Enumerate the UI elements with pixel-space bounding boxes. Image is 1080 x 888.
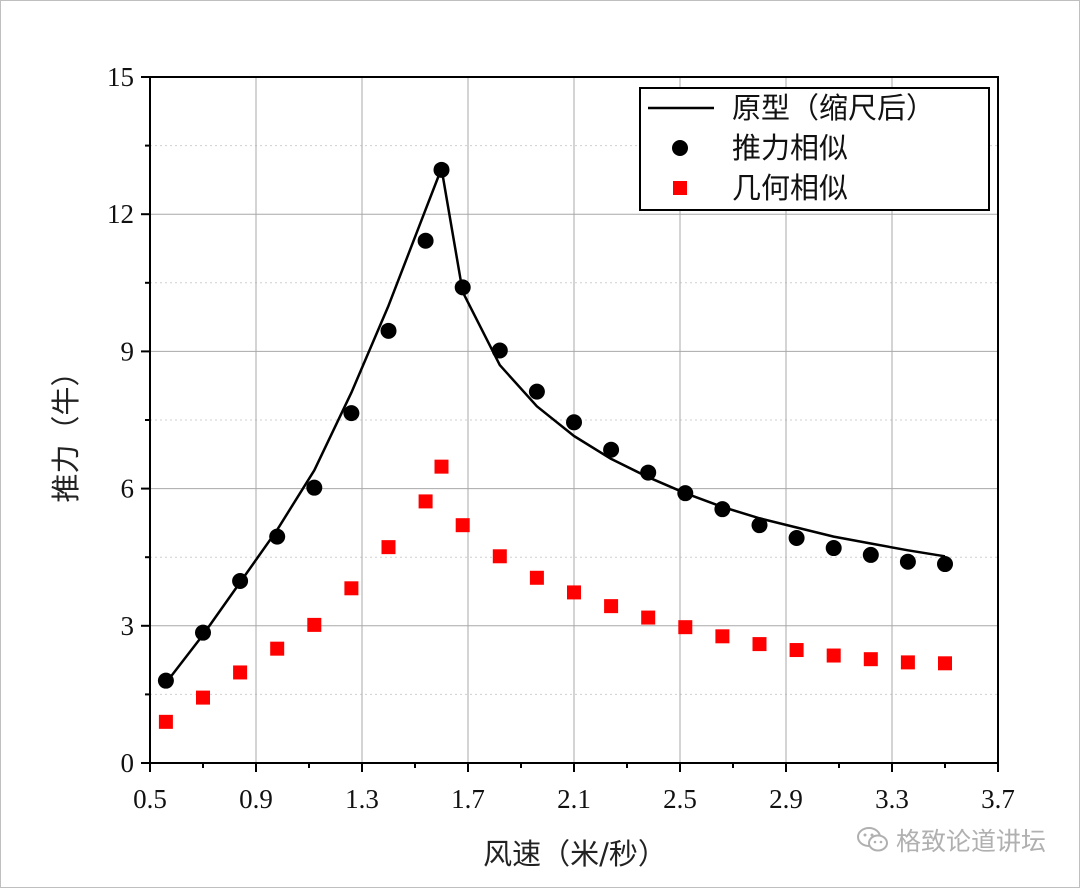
- geometric-similar-point: [715, 629, 730, 644]
- series-line-prototype: [164, 167, 946, 684]
- thrust-similar-point: [232, 572, 249, 589]
- thrust-similar-point: [380, 322, 397, 339]
- legend-entry-label: 原型（缩尺后）: [732, 91, 935, 125]
- x-tick-label: 2.1: [557, 784, 591, 814]
- thrust-similar-point: [417, 232, 434, 249]
- geometric-similar-point: [938, 656, 952, 671]
- legend-entry-label: 几何相似: [732, 171, 848, 205]
- geometric-similar-point: [434, 459, 449, 474]
- geometric-similar-point: [270, 641, 285, 656]
- y-axis-label: 推力（牛）: [49, 357, 83, 502]
- x-tick-label: 3.3: [875, 784, 909, 814]
- legend-entry-label: 推力相似: [732, 131, 848, 165]
- thrust-similar-point: [491, 342, 508, 359]
- series-line-layer: [164, 167, 946, 684]
- geometric-similar-point: [196, 690, 210, 705]
- geometric-similar-point: [900, 655, 915, 670]
- thrust-similar-point: [862, 546, 879, 563]
- geometric-similar-point: [752, 637, 767, 652]
- thrust-similar-point: [937, 556, 953, 573]
- x-tick-label: 0.9: [239, 784, 273, 814]
- geometric-similar-point: [678, 620, 693, 635]
- thrust-similar-point: [433, 161, 450, 178]
- thrust-similar-point: [751, 517, 768, 534]
- geometric-similar-point: [344, 581, 359, 596]
- legend-square-swatch: [673, 181, 687, 195]
- thrust-similar-point: [528, 383, 545, 400]
- geometric-similar-point: [492, 549, 507, 564]
- geometric-similar-point: [455, 518, 470, 533]
- wechat-icon: [856, 827, 888, 852]
- thrust-similar-point: [195, 624, 211, 641]
- x-axis-label: 风速（米/秒）: [483, 837, 667, 871]
- x-tick-label: 2.5: [663, 784, 697, 814]
- geometric-similar-point: [418, 494, 433, 509]
- axis-ticks: 0.5 0.9 1.3 1.7 2.1 2.5 2.9 3.3 3.7 0 3 6 9 12 15: [107, 62, 1015, 814]
- geometric-similar-point: [307, 617, 322, 632]
- thrust-similar-point: [899, 553, 916, 570]
- thrust-similar-point: [269, 528, 286, 545]
- thrust-similar-point: [454, 279, 471, 296]
- geometric-similar-point: [604, 599, 619, 614]
- y-tick-label: 15: [107, 62, 134, 92]
- x-tick-label: 2.9: [769, 784, 803, 814]
- x-tick-label: 1.3: [345, 784, 379, 814]
- geometric-similar-point: [863, 652, 878, 667]
- series-marker-layer: [157, 161, 953, 729]
- thrust-similar-point: [640, 464, 657, 481]
- geometric-similar-point: [789, 643, 804, 658]
- thrust-similar-point: [566, 414, 582, 431]
- geometric-similar-point: [529, 570, 544, 585]
- thrust-similar-point: [825, 540, 842, 557]
- x-tick-label: 1.7: [451, 784, 485, 814]
- watermark: 格致论道讲坛: [856, 822, 1046, 858]
- y-tick-label: 12: [107, 199, 134, 229]
- geometric-similar-point: [381, 540, 396, 555]
- legend-circle-swatch: [672, 140, 688, 156]
- y-tick-label: 0: [121, 748, 135, 778]
- y-tick-label: 6: [121, 474, 135, 504]
- thrust-similar-point: [788, 529, 805, 546]
- thrust-similar-point: [714, 501, 731, 518]
- geometric-similar-point: [567, 585, 581, 600]
- thrust-similar-point: [343, 405, 360, 422]
- y-tick-label: 3: [121, 611, 135, 641]
- geometric-similar-point: [158, 714, 173, 729]
- geometric-similar-point: [641, 610, 656, 625]
- x-tick-label: 0.5: [133, 784, 167, 814]
- thrust-similar-point: [306, 479, 323, 496]
- geometric-similar-point: [233, 665, 248, 680]
- geometric-similar-point: [826, 648, 841, 663]
- thrust-similar-point: [157, 672, 174, 689]
- x-tick-label: 3.7: [981, 784, 1015, 814]
- thrust-similar-point: [677, 485, 694, 502]
- thrust-similar-point: [603, 441, 620, 458]
- watermark-text: 格致论道讲坛: [895, 827, 1046, 856]
- y-tick-label: 9: [121, 336, 135, 366]
